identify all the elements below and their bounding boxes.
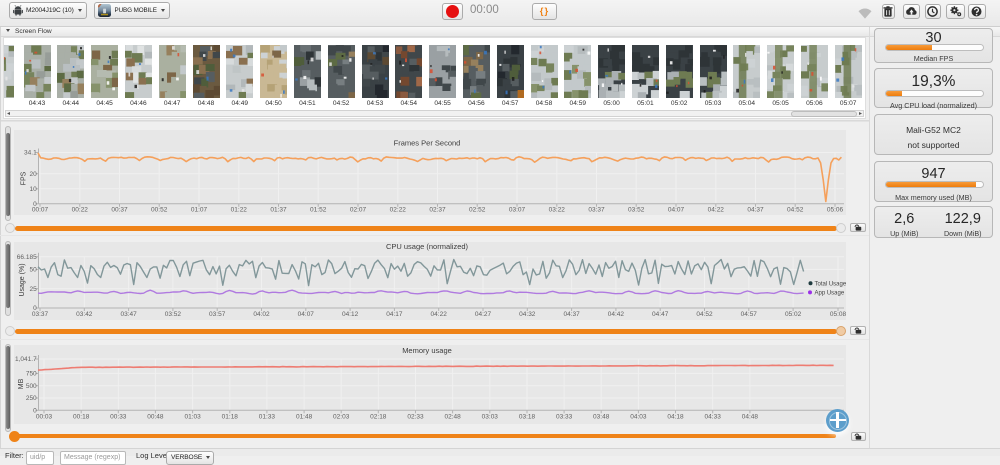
svg-text:01:37: 01:37 <box>270 207 287 214</box>
svg-text:00:18: 00:18 <box>73 414 90 421</box>
svg-text:04:52: 04:52 <box>787 207 804 214</box>
svg-text:03:52: 03:52 <box>628 207 645 214</box>
svg-text:0: 0 <box>33 201 37 208</box>
svg-text:01:03: 01:03 <box>184 414 201 421</box>
svg-text:04:07: 04:07 <box>668 207 685 214</box>
svg-text:FPS: FPS <box>21 171 28 185</box>
svg-text:250: 250 <box>26 395 37 402</box>
svg-text:01:33: 01:33 <box>259 414 276 421</box>
svg-text:500: 500 <box>26 383 37 390</box>
svg-text:03:42: 03:42 <box>76 310 93 317</box>
svg-text:02:33: 02:33 <box>407 414 424 421</box>
svg-text:04:48: 04:48 <box>742 414 759 421</box>
svg-text:25: 25 <box>29 285 37 292</box>
svg-text:04:57: 04:57 <box>741 310 758 317</box>
svg-text:04:32: 04:32 <box>519 310 536 317</box>
svg-text:03:03: 03:03 <box>482 414 499 421</box>
svg-text:04:22: 04:22 <box>431 310 448 317</box>
svg-text:00:33: 00:33 <box>110 414 127 421</box>
svg-text:66.185: 66.185 <box>17 254 37 261</box>
svg-text:750: 750 <box>26 371 37 378</box>
svg-text:34.1: 34.1 <box>24 150 37 157</box>
svg-text:02:48: 02:48 <box>444 414 461 421</box>
svg-text:04:52: 04:52 <box>696 310 713 317</box>
svg-text:01:52: 01:52 <box>310 207 327 214</box>
svg-text:02:22: 02:22 <box>390 207 407 214</box>
svg-text:03:48: 03:48 <box>593 414 610 421</box>
svg-text:03:07: 03:07 <box>509 207 526 214</box>
svg-text:MB: MB <box>18 378 25 389</box>
svg-text:02:18: 02:18 <box>370 414 387 421</box>
svg-text:04:33: 04:33 <box>705 414 722 421</box>
svg-text:03:37: 03:37 <box>588 207 605 214</box>
svg-text:04:22: 04:22 <box>708 207 725 214</box>
svg-text:20: 20 <box>29 171 37 178</box>
svg-text:05:06: 05:06 <box>827 207 844 214</box>
svg-text:10: 10 <box>29 186 37 193</box>
svg-text:App Usage: App Usage <box>815 290 845 296</box>
svg-text:04:12: 04:12 <box>342 310 359 317</box>
svg-text:04:42: 04:42 <box>608 310 625 317</box>
svg-text:01:07: 01:07 <box>191 207 208 214</box>
svg-text:1,041.7: 1,041.7 <box>15 356 37 363</box>
svg-text:CPU usage (normalized): CPU usage (normalized) <box>386 242 469 251</box>
svg-text:00:07: 00:07 <box>32 207 49 214</box>
svg-text:00:52: 00:52 <box>151 207 168 214</box>
svg-text:50: 50 <box>29 266 37 273</box>
svg-text:03:33: 03:33 <box>556 414 573 421</box>
svg-text:02:03: 02:03 <box>333 414 350 421</box>
svg-text:01:22: 01:22 <box>231 207 248 214</box>
svg-text:04:18: 04:18 <box>667 414 684 421</box>
svg-text:01:48: 01:48 <box>296 414 313 421</box>
svg-text:03:37: 03:37 <box>32 310 49 317</box>
svg-text:04:17: 04:17 <box>386 310 403 317</box>
svg-text:02:52: 02:52 <box>469 207 486 214</box>
svg-text:0: 0 <box>33 408 37 415</box>
svg-text:04:37: 04:37 <box>563 310 580 317</box>
svg-text:0: 0 <box>33 305 37 312</box>
svg-text:Usage (%): Usage (%) <box>19 263 26 296</box>
svg-text:Total Usage: Total Usage <box>815 281 847 287</box>
svg-text:02:07: 02:07 <box>350 207 367 214</box>
svg-text:04:07: 04:07 <box>298 310 315 317</box>
svg-text:03:47: 03:47 <box>120 310 137 317</box>
svg-text:04:27: 04:27 <box>475 310 492 317</box>
svg-text:03:18: 03:18 <box>519 414 536 421</box>
svg-text:00:22: 00:22 <box>72 207 89 214</box>
svg-text:00:48: 00:48 <box>147 414 164 421</box>
svg-text:Frames Per Second: Frames Per Second <box>394 139 461 148</box>
svg-text:03:22: 03:22 <box>549 207 566 214</box>
svg-text:Memory usage: Memory usage <box>402 346 452 355</box>
svg-text:04:47: 04:47 <box>652 310 669 317</box>
svg-text:04:03: 04:03 <box>630 414 647 421</box>
svg-text:01:18: 01:18 <box>222 414 239 421</box>
svg-text:03:52: 03:52 <box>165 310 182 317</box>
svg-text:05:02: 05:02 <box>785 310 802 317</box>
svg-text:03:57: 03:57 <box>209 310 226 317</box>
svg-text:02:37: 02:37 <box>429 207 446 214</box>
svg-text:04:02: 04:02 <box>253 310 270 317</box>
svg-text:05:08: 05:08 <box>830 310 846 317</box>
svg-text:00:03: 00:03 <box>36 414 53 421</box>
svg-text:00:37: 00:37 <box>111 207 128 214</box>
svg-text:04:37: 04:37 <box>747 207 764 214</box>
